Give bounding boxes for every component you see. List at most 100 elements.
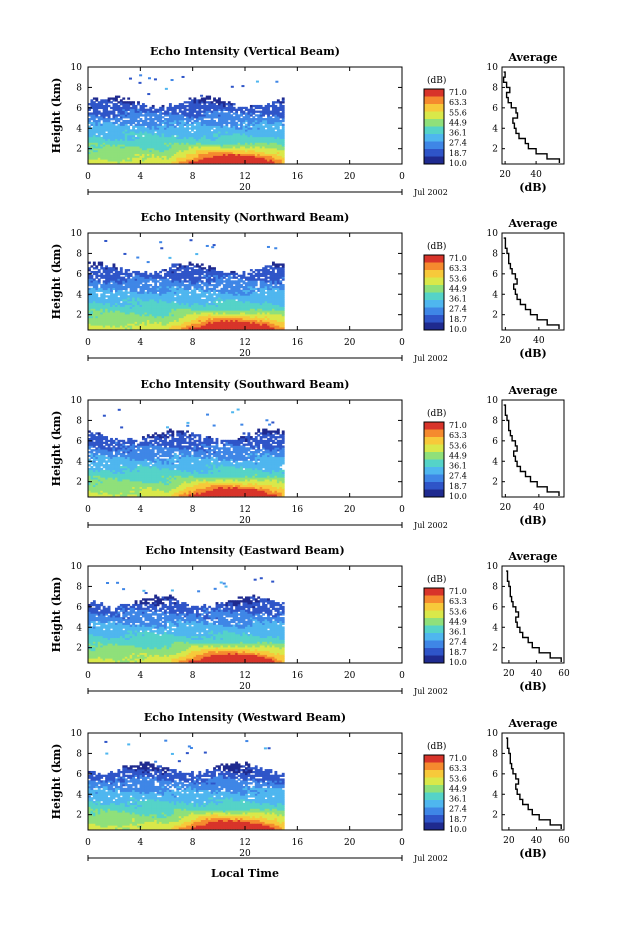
heatmap-cell	[225, 317, 229, 321]
heatmap-cell	[105, 161, 109, 164]
heatmap-cell	[97, 261, 101, 264]
heatmap-cell	[213, 114, 216, 117]
heatmap-cell	[215, 289, 219, 292]
heatmap-cell	[191, 312, 194, 315]
heatmap-cell	[210, 104, 214, 108]
heatmap-cell	[127, 134, 131, 138]
heatmap-cell	[237, 106, 241, 110]
heatmap-cell	[166, 272, 170, 276]
heatmap-cell	[281, 106, 285, 110]
heatmap-cell	[269, 125, 273, 128]
heatmap-cell	[132, 306, 136, 309]
heatmap-cell	[178, 304, 182, 307]
heatmap-cell	[252, 133, 256, 136]
heatmap-cell	[151, 114, 155, 117]
heatmap-cell	[151, 125, 155, 128]
heatmap-cell	[203, 157, 207, 160]
heatmap-cell	[110, 308, 113, 311]
heatmap-cell	[271, 261, 275, 264]
heatmap-cell	[153, 78, 157, 81]
heatmap-cell	[259, 110, 263, 113]
heatmap-cell	[114, 276, 118, 279]
heatmap-cell	[262, 161, 266, 164]
heatmap-cell	[97, 125, 101, 128]
heatmap-cell	[208, 297, 212, 300]
heatmap-cell	[102, 276, 106, 279]
heatmap-cell	[222, 114, 226, 117]
heatmap-cell	[222, 118, 226, 121]
heatmap-cell	[281, 133, 285, 136]
heatmap-cell	[181, 270, 185, 274]
heatmap-cell	[92, 295, 96, 298]
heatmap-cell	[112, 315, 116, 319]
heatmap-cell	[247, 142, 251, 145]
heatmap-cell	[164, 274, 167, 277]
heatmap-cell	[232, 314, 236, 317]
heatmap-cell	[222, 151, 226, 155]
heatmap-cell	[220, 287, 224, 291]
heatmap-cell	[225, 280, 229, 283]
heatmap-cell	[242, 119, 246, 123]
heatmap-cell	[100, 114, 104, 117]
heatmap-cell	[186, 304, 189, 307]
heatmap-cell	[141, 151, 145, 155]
heatmap-cell	[200, 310, 204, 313]
heatmap-cell	[267, 134, 270, 138]
heatmap-cell	[195, 138, 199, 141]
heatmap-cell	[144, 327, 148, 330]
heatmap-cell	[141, 157, 145, 160]
heatmap-cell	[97, 159, 101, 162]
heatmap-cell	[88, 300, 91, 304]
colorbar-label: 18.7	[449, 149, 467, 158]
heatmap-cell	[149, 119, 153, 123]
heatmap-cell	[267, 159, 270, 162]
heatmap-cell	[166, 134, 170, 138]
heatmap-cell	[168, 285, 172, 289]
heatmap-cell	[232, 161, 236, 164]
heatmap-cell	[107, 136, 111, 140]
heatmap-cell	[134, 155, 138, 158]
heatmap-cell	[124, 155, 128, 158]
heatmap-cell	[222, 299, 226, 302]
heatmap-cell	[230, 114, 234, 117]
heatmap-cell	[178, 272, 182, 276]
heatmap-cell	[264, 142, 268, 145]
heatmap-cell	[193, 108, 197, 111]
heatmap-cell	[176, 114, 180, 117]
heatmap-cell	[195, 270, 199, 274]
heatmap-cell	[215, 99, 219, 102]
heatmap-cell	[247, 121, 251, 125]
heatmap-cell	[191, 123, 194, 126]
heatmap-cell	[252, 161, 256, 164]
heatmap-cell	[127, 295, 131, 298]
heatmap-cell	[154, 140, 158, 143]
heatmap-cell	[222, 125, 226, 128]
heatmap-cell	[252, 112, 256, 115]
heatmap-cell	[114, 299, 118, 302]
heatmap-cell	[195, 136, 199, 140]
heatmap-cell	[159, 327, 162, 330]
heatmap-cell	[156, 276, 160, 279]
heatmap-cell	[139, 293, 143, 296]
heatmap-cell	[110, 276, 113, 279]
heatmap-cell	[164, 308, 167, 311]
heatmap-cell	[110, 110, 113, 113]
heatmap-cell	[232, 282, 236, 285]
heatmap-cell	[188, 300, 192, 304]
heatmap-cell	[227, 155, 231, 158]
heatmap-cell	[276, 161, 280, 164]
heatmap-cell	[220, 325, 224, 328]
heatmap-cell	[227, 121, 231, 125]
heatmap-cell	[100, 149, 104, 153]
heatmap-cell	[232, 289, 236, 292]
heatmap-cell	[218, 148, 221, 151]
heatmap-cell	[164, 285, 167, 289]
heatmap-cell	[156, 308, 160, 311]
heatmap-cell	[208, 310, 212, 313]
heatmap-cell	[275, 80, 279, 83]
heatmap-cell	[168, 123, 172, 126]
heatmap-cell	[129, 319, 133, 322]
heatmap-cell	[127, 159, 131, 162]
heatmap-cell	[149, 116, 153, 119]
heatmap-cell	[100, 267, 104, 270]
